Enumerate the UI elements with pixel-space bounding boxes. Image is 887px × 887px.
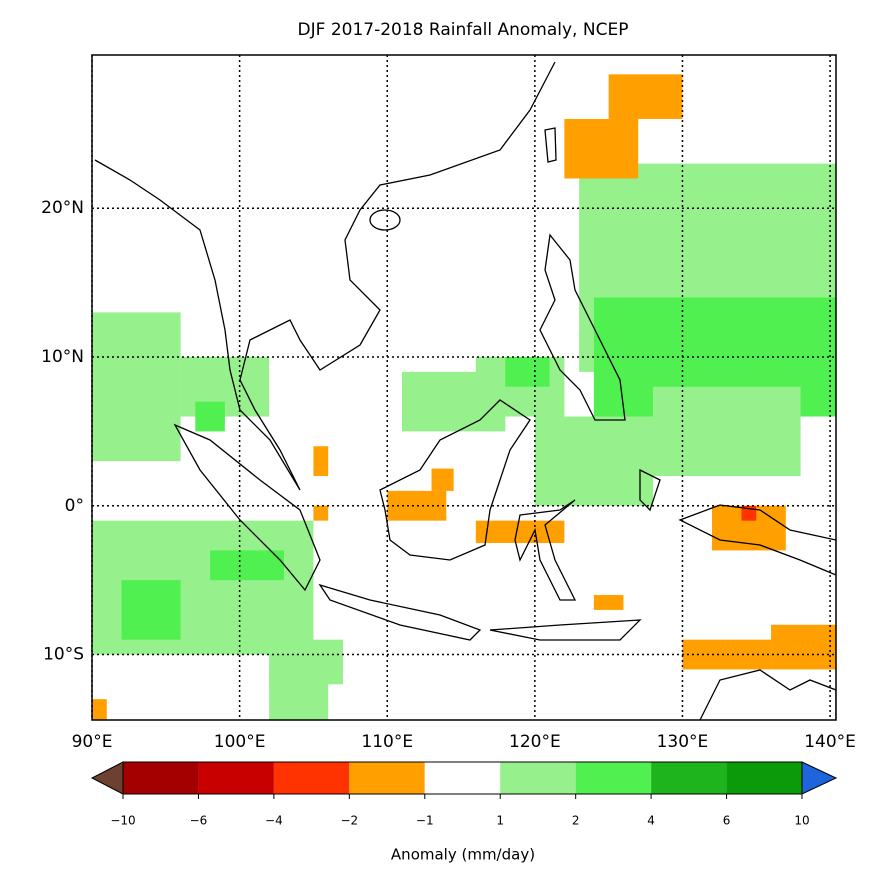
colorbar-under bbox=[90, 761, 124, 795]
anomaly-cell bbox=[534, 416, 653, 506]
colorbar-tick-label: 1 bbox=[496, 814, 504, 828]
y-tick-label: 20°N bbox=[41, 198, 84, 218]
x-tick-label: 120°E bbox=[509, 732, 561, 752]
colorbar-tick-label: −6 bbox=[190, 814, 208, 828]
anomaly-cell bbox=[92, 699, 107, 720]
colorbar-label: Anomaly (mm/day) bbox=[391, 846, 535, 864]
colorbar-segment bbox=[575, 762, 652, 794]
x-tick-label: 140°E bbox=[804, 732, 856, 752]
colorbar-frame bbox=[122, 761, 803, 795]
colorbar-segment bbox=[726, 762, 802, 794]
x-tick-label: 90°E bbox=[72, 732, 113, 752]
colorbar-tick-label: 6 bbox=[723, 814, 731, 828]
anomaly-cell bbox=[210, 550, 284, 581]
colorbar-tick-label: 4 bbox=[647, 814, 655, 828]
colorbar-segment bbox=[500, 762, 576, 794]
anomaly-cell bbox=[652, 386, 801, 477]
anomaly-cell bbox=[505, 357, 550, 387]
anomaly-cell bbox=[269, 669, 329, 720]
chart-title: DJF 2017-2018 Rainfall Anomaly, NCEP bbox=[298, 20, 629, 40]
colorbar-tick-label: −2 bbox=[340, 814, 358, 828]
anomaly-cell bbox=[195, 401, 225, 432]
anomaly-cell bbox=[431, 468, 454, 491]
colorbar-tick-label: 10 bbox=[794, 814, 809, 828]
plot-frame bbox=[91, 54, 837, 721]
x-tick-label: 100°E bbox=[214, 732, 266, 752]
colorbar-segment bbox=[198, 762, 274, 794]
x-tick-label: 110°E bbox=[361, 732, 413, 752]
colorbar-segment bbox=[273, 762, 350, 794]
coastlines bbox=[94, 61, 836, 720]
colorbar-segment bbox=[123, 762, 199, 794]
y-tick-label: 0° bbox=[65, 496, 84, 516]
anomaly-cell bbox=[92, 312, 181, 462]
anomaly-cell bbox=[313, 446, 329, 477]
anomaly-cell bbox=[771, 624, 836, 670]
anomaly-cell bbox=[475, 520, 565, 543]
anomaly-cell bbox=[593, 595, 624, 610]
colorbar-tick-label: −1 bbox=[416, 814, 434, 828]
anomaly-cell bbox=[608, 74, 683, 119]
colorbar-tick-label: −10 bbox=[110, 814, 135, 828]
anomaly-cell bbox=[313, 505, 329, 521]
y-tick-label: 10°S bbox=[43, 645, 84, 665]
colorbar-tick-label: 2 bbox=[572, 814, 580, 828]
anomaly-cell bbox=[564, 118, 639, 179]
colorbar-over bbox=[801, 761, 838, 795]
anomaly-cell bbox=[180, 357, 270, 417]
y-tick-label: 10°N bbox=[41, 347, 84, 367]
colorbar-tick-label: −4 bbox=[265, 814, 283, 828]
colorbar-segment bbox=[349, 762, 425, 794]
anomaly-field bbox=[92, 74, 836, 720]
x-tick-label: 130°E bbox=[657, 732, 709, 752]
colorbar-segment bbox=[424, 762, 501, 794]
anomaly-cell bbox=[121, 580, 181, 640]
colorbar-segment bbox=[651, 762, 727, 794]
